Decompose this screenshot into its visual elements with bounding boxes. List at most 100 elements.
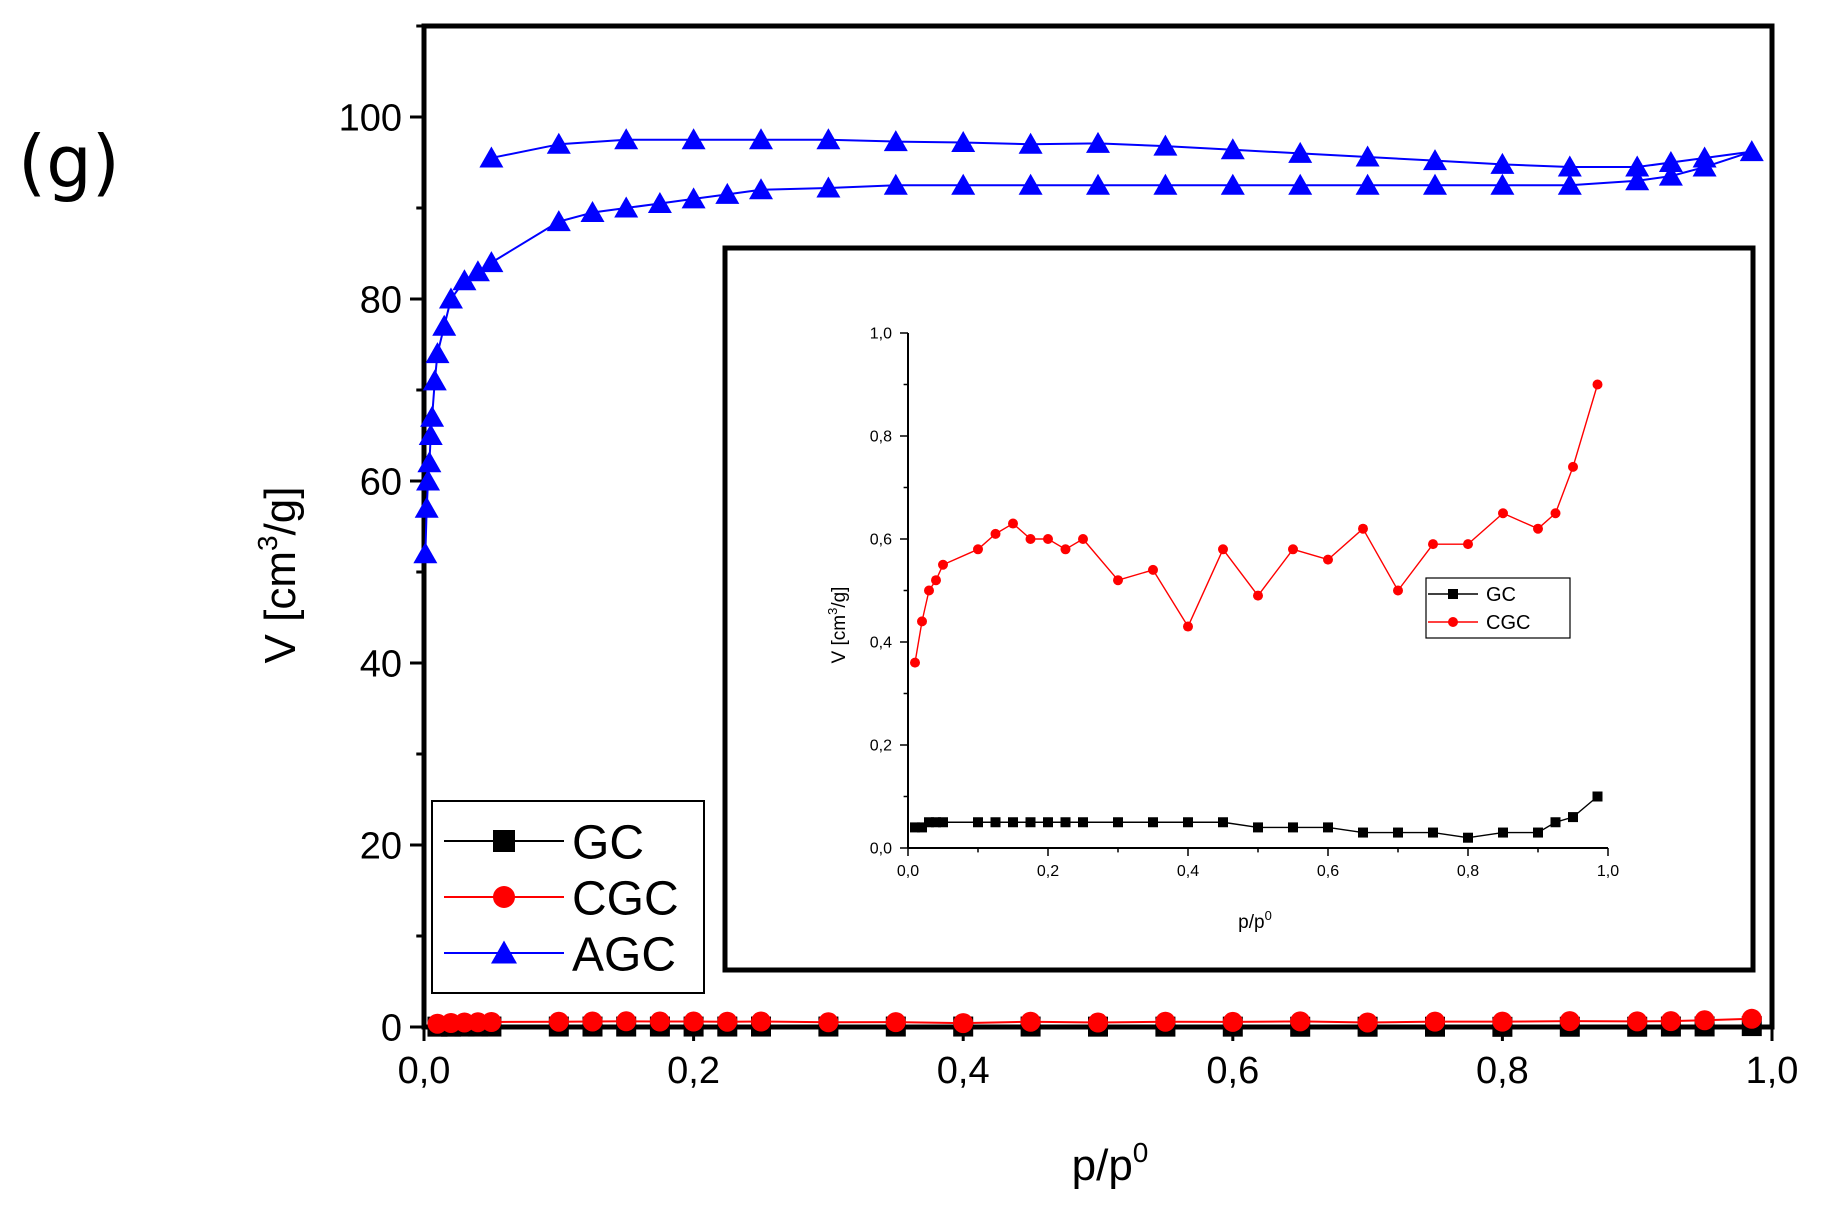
main-point-cgc (1694, 1010, 1715, 1031)
main-x-tick-label: 0,0 (398, 1050, 451, 1092)
inset-y-tick-label: 0,2 (870, 738, 892, 755)
inset-point-cgc (1025, 534, 1036, 544)
main-point-agc (681, 128, 706, 150)
main-point-agc (749, 178, 773, 200)
main-point-cgc (1088, 1012, 1108, 1033)
main-x-tick-label: 0,2 (667, 1050, 720, 1092)
main-y-tick-label: 0 (381, 1007, 402, 1049)
inset-legend-marker-gc (1448, 589, 1458, 599)
main-axis-labels: p/p0 V [cm3/g] (252, 487, 1148, 1190)
main-x-tick-label: 0,4 (937, 1050, 990, 1092)
main-point-agc (1018, 173, 1043, 195)
inset-series-line-cgc (914, 384, 1599, 663)
main-point-agc (951, 130, 976, 152)
inset-point-cgc (1043, 534, 1053, 544)
main-point-agc (1625, 155, 1650, 177)
main-point-agc (425, 342, 450, 364)
main-point-agc (1288, 141, 1313, 163)
inset-point-cgc (1078, 534, 1088, 544)
inset-point-cgc (924, 585, 934, 596)
main-point-cgc (481, 1011, 502, 1032)
main-point-agc (1423, 149, 1447, 171)
main-x-tick-label: 1,0 (1746, 1050, 1799, 1092)
inset-x-tick-label: 0,0 (897, 863, 919, 880)
main-point-cgc (616, 1011, 637, 1032)
main-point-cgc (1357, 1012, 1378, 1033)
main-point-agc (452, 269, 477, 291)
main-point-cgc (1627, 1011, 1648, 1032)
main-y-tick-label: 80 (360, 279, 402, 321)
main-point-agc (422, 369, 447, 391)
main-point-agc (1557, 155, 1582, 177)
inset-point-gc (1358, 827, 1368, 838)
main-point-agc (465, 260, 490, 282)
main-point-agc (1355, 145, 1380, 167)
main-point-agc (479, 146, 504, 168)
main-point-agc (416, 469, 441, 491)
inset-point-cgc (1498, 508, 1508, 519)
inset-point-gc (990, 817, 1001, 828)
inset-point-cgc (1288, 544, 1298, 555)
inset-x-tick-label: 0,8 (1457, 863, 1479, 880)
main-point-agc (681, 187, 706, 209)
main-point-agc (1288, 173, 1313, 195)
inset-point-cgc (1113, 575, 1123, 586)
main-point-agc (1153, 134, 1178, 156)
inset-point-gc (1463, 832, 1473, 843)
inset-point-gc (1288, 822, 1298, 833)
main-legend-label-cgc: CGC (572, 872, 679, 925)
inset-axis-labels: p/p0 V [cm3/g] (825, 587, 1272, 933)
inset-point-cgc (1393, 585, 1403, 596)
main-point-agc (418, 424, 443, 445)
main-y-tick-label: 40 (360, 643, 402, 685)
main-point-agc (1658, 164, 1683, 186)
inset-point-gc (1568, 812, 1578, 823)
main-point-agc (546, 210, 571, 232)
main-point-agc (647, 191, 672, 213)
inset-point-cgc (1533, 523, 1543, 534)
main-y-tick-label: 60 (360, 461, 402, 503)
inset-point-gc (931, 817, 941, 828)
main-point-agc (1153, 173, 1178, 195)
inset-point-gc (1428, 827, 1438, 838)
main-point-cgc (953, 1013, 974, 1034)
inset-point-gc (1550, 817, 1561, 828)
main-point-agc (816, 128, 841, 150)
main-point-agc (749, 128, 773, 150)
main-y-axis-label: V [cm3/g] (252, 487, 305, 664)
main-legend-label-gc: GC (572, 816, 644, 869)
main-point-agc (580, 201, 605, 223)
main-point-agc (479, 251, 504, 273)
inset-point-cgc (1218, 544, 1228, 555)
inset-point-cgc (931, 575, 941, 586)
inset-y-tick-label: 0,4 (870, 635, 892, 652)
main-point-cgc (885, 1012, 906, 1033)
inset-point-gc (973, 817, 983, 828)
inset-x-tick-label: 0,4 (1177, 863, 1199, 880)
inset-point-gc (1253, 822, 1263, 833)
inset-point-gc (910, 822, 920, 833)
inset-point-cgc (917, 616, 927, 627)
main-point-agc (413, 542, 438, 564)
main-point-agc (1557, 173, 1582, 195)
main-point-agc (883, 173, 908, 195)
inset-point-cgc (973, 544, 983, 555)
inset-point-cgc (910, 657, 920, 668)
inset-point-gc (1060, 817, 1071, 828)
inset-point-cgc (1323, 554, 1333, 565)
main-point-agc (614, 196, 639, 218)
inset-point-gc (1218, 817, 1228, 828)
inset-legend-marker-cgc (1448, 617, 1458, 627)
main-point-cgc (751, 1011, 771, 1032)
main-point-agc (951, 173, 976, 195)
inset-point-gc (1592, 791, 1603, 802)
main-point-agc (1018, 132, 1043, 154)
inset-point-cgc (1183, 621, 1193, 632)
inset-point-gc (924, 817, 934, 828)
main-point-agc (1220, 138, 1245, 160)
main-x-axis-label: p/p0 (1072, 1137, 1149, 1190)
main-point-agc (1739, 140, 1764, 162)
inset-point-cgc (1568, 461, 1578, 472)
